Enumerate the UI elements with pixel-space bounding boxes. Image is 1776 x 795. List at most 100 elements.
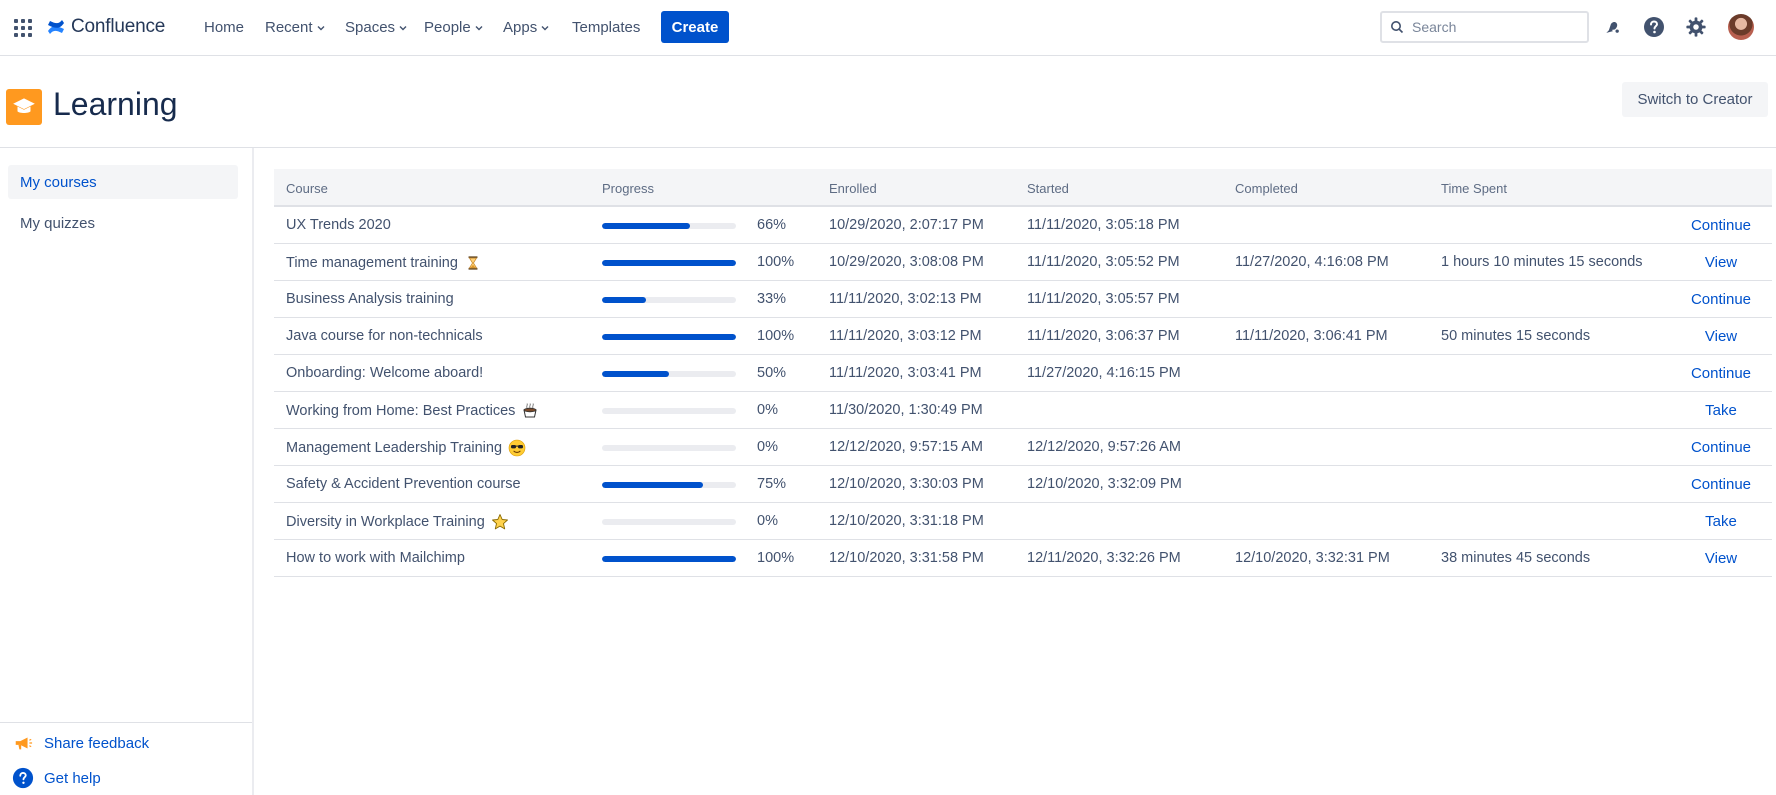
progress-bar <box>602 260 736 266</box>
sidebar: My courses My quizzes Share feedback Get… <box>0 148 254 795</box>
course-action-link[interactable]: View <box>1704 550 1738 567</box>
completed-date: 11/27/2020, 4:16:08 PM <box>1235 254 1389 270</box>
notifications-icon[interactable] <box>1601 15 1625 39</box>
help-icon[interactable] <box>1642 15 1666 39</box>
nav-templates-label: Templates <box>572 19 641 36</box>
sidebar-item-my-courses[interactable]: My courses <box>8 165 238 199</box>
table-row: Safety & Accident Prevention course 75% 12… <box>274 466 1772 503</box>
confluence-logo[interactable]: Confluence <box>46 15 165 39</box>
nav-apps[interactable]: Apps <box>503 19 549 36</box>
user-avatar[interactable] <box>1728 14 1754 40</box>
table-row: Onboarding: Welcome aboard! 50% 11/11/2020… <box>274 355 1772 392</box>
coffee-icon <box>521 402 539 420</box>
enrolled-date: 11/11/2020, 3:03:12 PM <box>829 328 982 344</box>
course-name-cell: Management Leadership Training <box>286 439 526 457</box>
hourglass-icon <box>464 254 482 272</box>
course-name-cell: Diversity in Workplace Training <box>286 513 509 531</box>
table-row: Java course for non-technicals 100% 11/11/… <box>274 318 1772 355</box>
table-row: Time management training 100% 10/29/2020, … <box>274 244 1772 281</box>
started-date: 12/10/2020, 3:32:09 PM <box>1027 476 1182 492</box>
share-feedback-link[interactable]: Share feedback <box>12 732 149 754</box>
enrolled-date: 10/29/2020, 2:07:17 PM <box>829 217 984 233</box>
time-spent: 38 minutes 45 seconds <box>1441 550 1591 566</box>
switch-to-creator-button[interactable]: Switch to Creator <box>1622 82 1768 117</box>
nav-home-label: Home <box>204 19 245 36</box>
enrolled-date: 11/11/2020, 3:02:13 PM <box>829 291 982 307</box>
course-action-link[interactable]: Continue <box>1690 291 1752 308</box>
chevron-down-icon <box>399 25 407 30</box>
nav-home[interactable]: Home <box>204 19 244 36</box>
sidebar-footer-divider <box>0 722 252 723</box>
started-date: 12/11/2020, 3:32:26 PM <box>1027 550 1181 566</box>
time-spent: 1 hours 10 minutes 15 seconds <box>1441 254 1643 270</box>
top-navigation: Confluence Home Recent Spaces People App… <box>0 0 1776 56</box>
create-button[interactable]: Create <box>661 11 729 43</box>
course-name: Safety & Accident Prevention course <box>286 476 521 492</box>
progress-percent: 33% <box>757 291 787 307</box>
progress-bar <box>602 297 736 303</box>
course-name: Time management training <box>286 255 458 271</box>
progress-bar <box>602 519 736 525</box>
course-action-link[interactable]: Continue <box>1690 439 1752 456</box>
started-date: 11/11/2020, 3:05:57 PM <box>1027 291 1180 307</box>
enrolled-date: 12/10/2020, 3:30:03 PM <box>829 476 984 492</box>
nav-spaces[interactable]: Spaces <box>345 19 407 36</box>
enrolled-date: 11/11/2020, 3:03:41 PM <box>829 365 982 381</box>
sidebar-item-my-quizzes[interactable]: My quizzes <box>8 206 238 240</box>
search-input[interactable] <box>1412 19 1572 35</box>
search-box[interactable] <box>1380 11 1589 43</box>
nav-people[interactable]: People <box>424 19 483 36</box>
progress-percent: 66% <box>757 217 787 233</box>
nav-templates[interactable]: Templates <box>572 19 640 36</box>
progress-bar-fill <box>602 482 703 488</box>
settings-gear-icon[interactable] <box>1684 15 1708 39</box>
megaphone-icon <box>12 732 34 754</box>
sidebar-item-label: My courses <box>20 173 97 191</box>
course-name: Working from Home: Best Practices <box>286 403 516 419</box>
started-date: 11/11/2020, 3:06:37 PM <box>1027 328 1180 344</box>
nav-recent[interactable]: Recent <box>265 19 325 36</box>
completed-date: 12/10/2020, 3:32:31 PM <box>1235 550 1390 566</box>
chevron-down-icon <box>475 25 483 30</box>
nav-spaces-label: Spaces <box>345 19 396 36</box>
graduation-cap-icon <box>13 98 35 113</box>
course-name-cell: Time management training <box>286 254 482 272</box>
progress-bar-fill <box>602 371 669 377</box>
table-row: Business Analysis training 33% 11/11/2020,… <box>274 281 1772 318</box>
course-action-link[interactable]: View <box>1704 328 1738 345</box>
progress-bar <box>602 556 736 562</box>
course-action-link[interactable]: Continue <box>1690 217 1752 234</box>
progress-bar <box>602 408 736 414</box>
get-help-label: Get help <box>44 769 101 787</box>
course-action-link[interactable]: Continue <box>1690 365 1752 382</box>
chevron-down-icon <box>317 25 325 30</box>
progress-percent: 100% <box>757 550 795 566</box>
table-header: Course Progress Enrolled Started Complet… <box>274 169 1772 207</box>
table-row: Diversity in Workplace Training 0% 12/10/2… <box>274 503 1772 540</box>
progress-bar <box>602 371 736 377</box>
enrolled-date: 12/10/2020, 3:31:18 PM <box>829 513 984 529</box>
course-name-cell: Safety & Accident Prevention course <box>286 476 521 492</box>
progress-bar-fill <box>602 556 736 562</box>
courses-table: Course Progress Enrolled Started Complet… <box>274 169 1772 577</box>
table-row: How to work with Mailchimp 100% 12/10/2020… <box>274 540 1772 577</box>
course-action-link[interactable]: Continue <box>1690 476 1752 493</box>
table-row: Management Leadership Training 0% 12/12/20… <box>274 429 1772 466</box>
started-date: 11/27/2020, 4:16:15 PM <box>1027 365 1181 381</box>
progress-bar <box>602 482 736 488</box>
progress-percent: 0% <box>757 513 778 529</box>
completed-date: 11/11/2020, 3:06:41 PM <box>1235 328 1388 344</box>
nav-people-label: People <box>424 19 471 36</box>
course-name-cell: UX Trends 2020 <box>286 217 391 233</box>
progress-percent: 75% <box>757 476 787 492</box>
course-action-link[interactable]: View <box>1704 254 1738 271</box>
progress-percent: 50% <box>757 365 787 381</box>
course-name: Onboarding: Welcome aboard! <box>286 365 484 381</box>
enrolled-date: 11/30/2020, 1:30:49 PM <box>829 402 983 418</box>
get-help-link[interactable]: Get help <box>12 767 101 789</box>
column-header-progress: Progress <box>602 181 655 196</box>
course-action-link[interactable]: Take <box>1705 402 1737 419</box>
course-action-link[interactable]: Take <box>1705 513 1737 530</box>
app-switcher-icon[interactable] <box>14 19 32 37</box>
progress-bar <box>602 445 736 451</box>
